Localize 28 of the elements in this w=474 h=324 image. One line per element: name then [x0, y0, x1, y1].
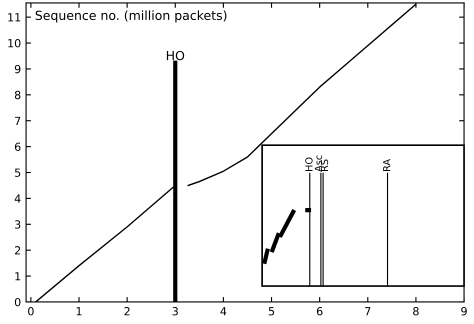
y-tick-label: 0: [14, 298, 20, 306]
x-tick-label: 6: [316, 307, 322, 316]
x-tick-label: 3: [172, 307, 178, 316]
y-tick-label: 8: [14, 90, 20, 100]
x-tick-label: 5: [268, 307, 274, 316]
ref-line-label: HO: [166, 50, 184, 60]
x-tick-label: 2: [124, 307, 130, 316]
annotation: HO: [305, 158, 313, 171]
y-tick-label: 4: [14, 194, 21, 203]
y-tick-label: 6: [14, 142, 21, 151]
x-tick-label: 4: [220, 307, 226, 316]
y-tick-label: 10: [8, 39, 20, 48]
y-tick-label: 1: [15, 272, 20, 280]
annotation: RS: [320, 160, 328, 171]
x-tick-label: 0: [28, 307, 34, 316]
y-tick-label: 5: [14, 168, 20, 177]
y-tick-label: 9: [14, 64, 20, 74]
x-tick-label: 1: [76, 307, 82, 316]
y-tick-label: 11: [8, 13, 20, 22]
y-tick-label: 2: [14, 246, 20, 254]
annotation: RA: [383, 158, 390, 171]
x-tick-label: 8: [413, 307, 419, 316]
y-tick-label: 3: [14, 220, 20, 229]
annotation: Asc: [314, 155, 322, 172]
x-tick-label: 9: [461, 307, 467, 316]
x-tick-label: 7: [365, 307, 370, 316]
y-tick-label: 7: [15, 116, 20, 125]
y-axis-title: Sequence no. (million packets): [36, 10, 226, 22]
